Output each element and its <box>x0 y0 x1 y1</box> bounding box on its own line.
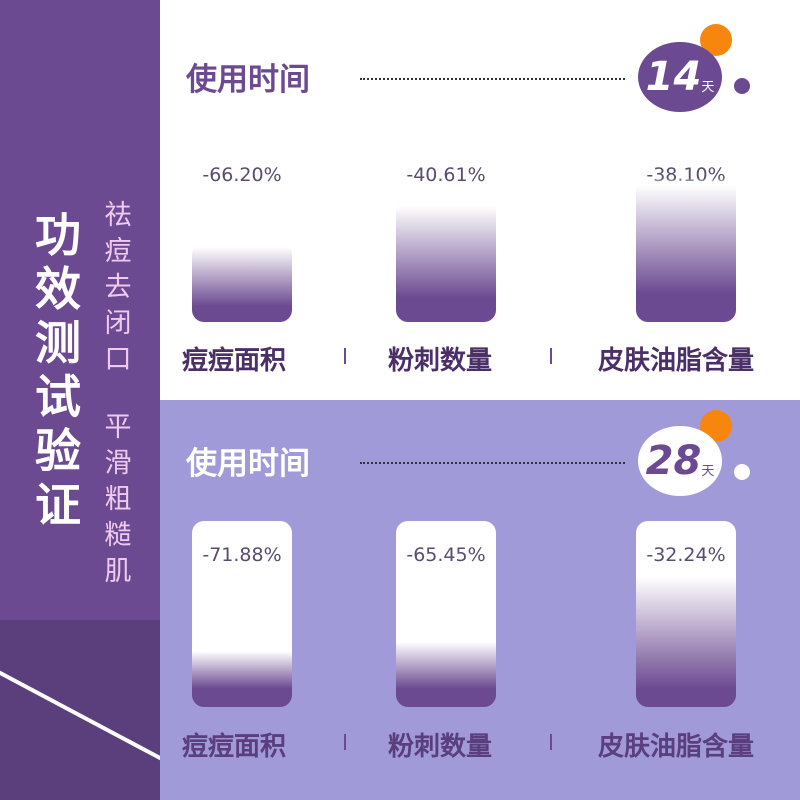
metric-value: -32.24% <box>646 544 726 566</box>
panel-day-14: 使用时间 14 天 -66.20% 痘痘面积 -40.61% 粉刺数量 -38.… <box>160 0 800 400</box>
separator <box>344 734 346 750</box>
metric-label: 皮肤油脂含量 <box>598 732 755 762</box>
small-dot-decoration <box>734 464 750 480</box>
separator <box>550 348 552 364</box>
metric-bar <box>636 521 736 707</box>
day-unit: 天 <box>701 79 715 95</box>
separator <box>550 734 552 750</box>
day-number: 28 <box>645 438 702 484</box>
panel-day-28: 使用时间 28 天 -71.88% 痘痘面积 -65.45% 粉刺数量 -32.… <box>160 400 800 800</box>
metric-bar <box>192 521 292 707</box>
sidebar-title: 功效测试验证 <box>35 208 81 532</box>
metric-label: 痘痘面积 <box>182 346 287 376</box>
sidebar-subtitle-2: 平滑粗糙肌 <box>104 412 132 587</box>
day-unit: 天 <box>701 463 715 479</box>
metric-label: 粉刺数量 <box>388 732 493 762</box>
panel-heading: 使用时间 <box>186 446 310 482</box>
metric-label: 皮肤油脂含量 <box>598 346 755 376</box>
sidebar: 功效测试验证 祛痘去闭口 平滑粗糙肌 <box>0 0 160 800</box>
day-badge: 28 天 <box>638 426 722 496</box>
metric-value: -66.20% <box>202 164 282 186</box>
metric-bar <box>396 200 496 322</box>
sidebar-lower-block <box>0 620 160 800</box>
metric-value: -71.88% <box>202 544 282 566</box>
dotted-divider <box>360 462 625 464</box>
metric-label: 痘痘面积 <box>182 732 287 762</box>
metric-value: -40.61% <box>406 164 486 186</box>
metric-bar <box>636 178 736 322</box>
panel-heading: 使用时间 <box>186 62 310 98</box>
metric-label: 粉刺数量 <box>388 346 493 376</box>
sidebar-subtitle-1: 祛痘去闭口 <box>104 200 132 375</box>
separator <box>344 348 346 364</box>
metric-bar <box>396 521 496 707</box>
metric-bar <box>192 243 292 322</box>
small-dot-decoration <box>734 78 750 94</box>
day-badge: 14 天 <box>638 42 722 112</box>
metric-value: -65.45% <box>406 544 486 566</box>
day-number: 14 <box>645 54 702 100</box>
dotted-divider <box>360 78 625 80</box>
